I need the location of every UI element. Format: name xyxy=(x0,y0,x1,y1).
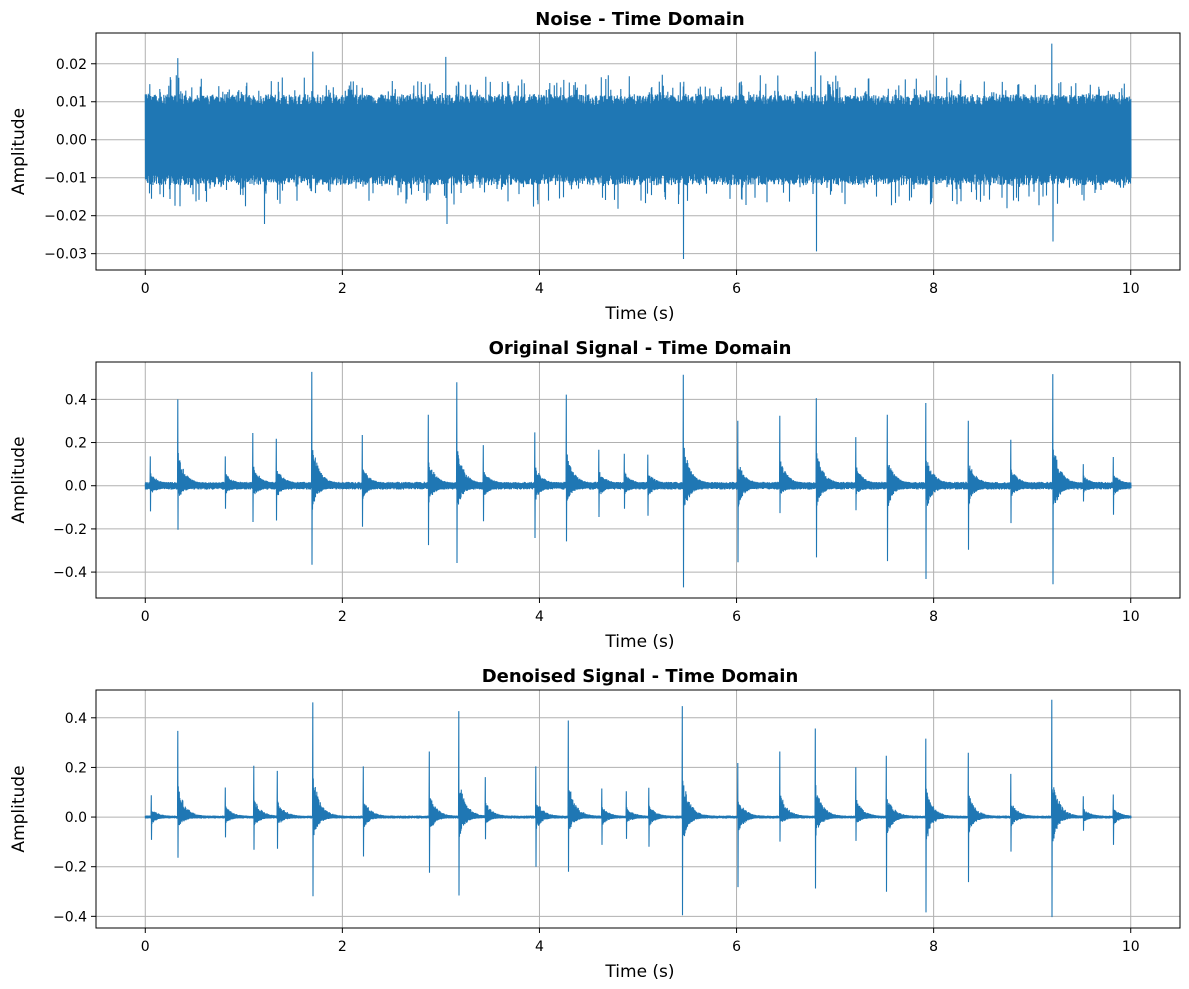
x-tick-label: 0 xyxy=(141,609,150,625)
y-tick-label: 0.4 xyxy=(65,392,87,408)
y-tick-label: 0.0 xyxy=(65,479,87,495)
y-axis-label: Amplitude xyxy=(9,765,29,852)
x-tick-label: 8 xyxy=(929,609,938,625)
subplot-title: Denoised Signal - Time Domain xyxy=(482,666,799,687)
x-tick-label: 0 xyxy=(141,939,150,955)
y-axis-label: Amplitude xyxy=(9,436,29,523)
y-tick-label: 0.2 xyxy=(65,436,87,452)
y-tick-label: 0.0 xyxy=(65,810,87,826)
x-tick-label: 4 xyxy=(535,281,544,297)
y-tick-label: −0.2 xyxy=(53,860,87,876)
signal-line xyxy=(144,43,1132,260)
x-axis-label: Time (s) xyxy=(604,632,674,652)
subplot-3: 0 2 4 6 8 10 0.4 0.2 0.0 −0.2 −0.4 Denoised Signal … xyxy=(9,666,1181,982)
x-tick-label: 8 xyxy=(929,281,938,297)
y-tick-label: −0.01 xyxy=(44,171,87,187)
y-tick-label: 0.00 xyxy=(56,133,87,149)
signal-line xyxy=(144,699,1132,918)
x-tick-label: 10 xyxy=(1122,281,1140,297)
y-tick-label: −0.2 xyxy=(53,522,87,538)
y-tick-label: 0.4 xyxy=(65,711,87,727)
y-tick-label: −0.4 xyxy=(53,565,87,581)
x-tick-label: 0 xyxy=(141,281,150,297)
x-tick-label: 6 xyxy=(732,281,741,297)
x-axis-label: Time (s) xyxy=(604,304,674,324)
axes-frame xyxy=(95,689,1181,929)
subplot-title: Noise - Time Domain xyxy=(535,9,744,30)
x-tick-label: 2 xyxy=(338,609,347,625)
subplot-1: 0 2 4 6 8 10 0.02 0.01 0.00 −0.01 −0.02 −0.03 Noise … xyxy=(9,9,1181,324)
axes-frame xyxy=(95,361,1181,599)
y-axis-label: Amplitude xyxy=(9,108,29,195)
x-tick-label: 4 xyxy=(535,609,544,625)
x-tick-label: 4 xyxy=(535,939,544,955)
x-tick-label: 10 xyxy=(1122,939,1140,955)
y-tick-label: −0.03 xyxy=(44,247,87,263)
subplot-2: 0 2 4 6 8 10 0.4 0.2 0.0 −0.2 −0.4 Original Signal … xyxy=(9,338,1181,652)
axes-frame xyxy=(95,32,1181,271)
y-tick-label: −0.4 xyxy=(53,909,87,925)
y-tick-label: 0.01 xyxy=(56,95,87,111)
x-tick-label: 2 xyxy=(338,939,347,955)
x-tick-label: 8 xyxy=(929,939,938,955)
x-tick-label: 6 xyxy=(732,939,741,955)
x-tick-label: 2 xyxy=(338,281,347,297)
subplot-title: Original Signal - Time Domain xyxy=(489,338,792,359)
y-tick-label: 0.2 xyxy=(65,760,87,776)
signal-line xyxy=(144,371,1132,588)
y-tick-label: 0.02 xyxy=(56,57,87,73)
y-tick-label: −0.02 xyxy=(44,209,87,225)
x-tick-label: 6 xyxy=(732,609,741,625)
x-tick-label: 10 xyxy=(1122,609,1140,625)
x-axis-label: Time (s) xyxy=(604,962,674,982)
